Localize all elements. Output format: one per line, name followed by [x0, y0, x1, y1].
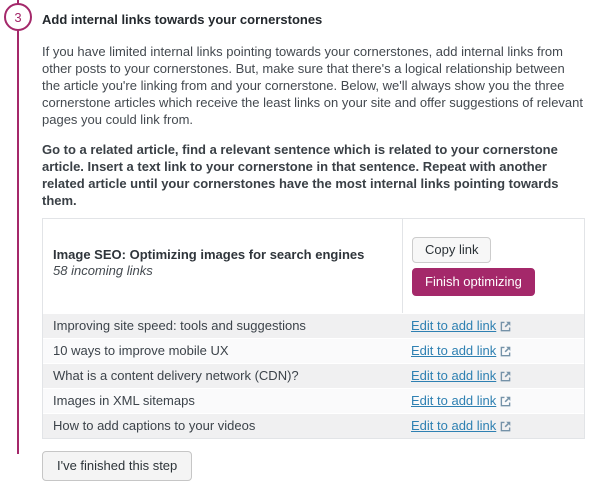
- table-row: Images in XML sitemaps Edit to add link: [43, 388, 584, 413]
- step-number: 3: [14, 9, 22, 25]
- suggestion-action-cell: Edit to add link: [402, 314, 584, 338]
- table-row: What is a content delivery network (CDN)…: [43, 363, 584, 388]
- table-row: How to add captions to your videos Edit …: [43, 413, 584, 438]
- suggestion-article-title: Improving site speed: tools and suggesti…: [53, 318, 306, 333]
- cornerstone-actions: Copy link Finish optimizing: [402, 219, 584, 313]
- suggestion-list: Improving site speed: tools and suggesti…: [43, 313, 584, 438]
- instruction-paragraph: Go to a related article, find a relevant…: [42, 142, 559, 208]
- table-row: Improving site speed: tools and suggesti…: [43, 313, 584, 338]
- cornerstone-article-title: Image SEO: Optimizing images for search …: [53, 247, 365, 262]
- step-number-badge: 3: [4, 3, 32, 31]
- suggestion-action-cell: Edit to add link: [402, 414, 584, 438]
- edit-to-add-link[interactable]: Edit to add link: [411, 418, 497, 433]
- suggestion-action-cell: Edit to add link: [402, 364, 584, 388]
- suggestion-action-cell: Edit to add link: [402, 339, 584, 363]
- cornerstone-card: Image SEO: Optimizing images for search …: [42, 218, 585, 439]
- suggestion-action-cell: Edit to add link: [402, 389, 584, 413]
- finish-optimizing-button[interactable]: Finish optimizing: [412, 267, 535, 296]
- incoming-links-count: 58 incoming links: [53, 263, 153, 278]
- suggestion-article-title: Images in XML sitemaps: [53, 393, 195, 408]
- intro-paragraph: If you have limited internal links point…: [42, 44, 583, 127]
- cornerstone-header-row: Image SEO: Optimizing images for search …: [43, 219, 584, 313]
- cornerstone-info: Image SEO: Optimizing images for search …: [43, 219, 402, 313]
- edit-to-add-link[interactable]: Edit to add link: [411, 393, 497, 408]
- external-link-icon: [500, 371, 511, 382]
- workflow-timeline-line: [17, 0, 19, 454]
- external-link-icon: [500, 346, 511, 357]
- copy-link-button[interactable]: Copy link: [412, 236, 492, 263]
- external-link-icon: [500, 321, 511, 332]
- table-row: 10 ways to improve mobile UX Edit to add…: [43, 338, 584, 363]
- suggestion-article-title: How to add captions to your videos: [53, 418, 256, 433]
- edit-to-add-link[interactable]: Edit to add link: [411, 318, 497, 333]
- external-link-icon: [500, 421, 511, 432]
- edit-to-add-link[interactable]: Edit to add link: [411, 343, 497, 358]
- external-link-icon: [500, 396, 511, 407]
- suggestion-article-title: 10 ways to improve mobile UX: [53, 343, 229, 358]
- finished-step-button[interactable]: I've finished this step: [42, 451, 193, 481]
- step-content: Add internal links towards your cornerst…: [42, 0, 585, 481]
- step-title: Add internal links towards your cornerst…: [42, 12, 323, 27]
- edit-to-add-link[interactable]: Edit to add link: [411, 368, 497, 383]
- suggestion-article-title: What is a content delivery network (CDN)…: [53, 368, 299, 383]
